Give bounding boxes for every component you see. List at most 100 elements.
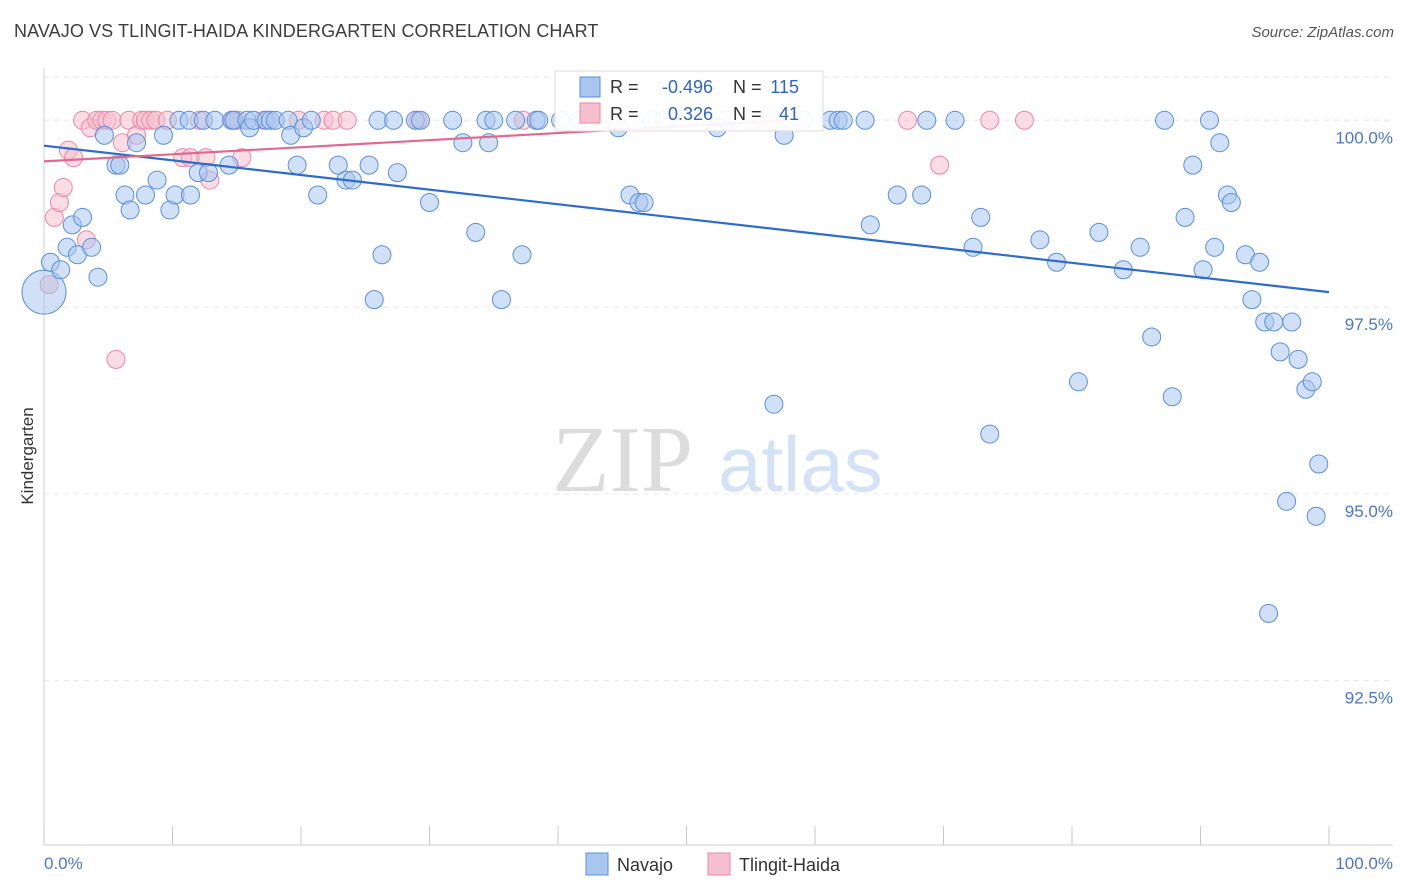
navajo-point-0 [21,269,67,315]
navajo-point-115 [1277,491,1297,511]
navajo-point-85 [912,185,932,205]
navajo-point-13 [120,200,140,220]
navajo-point-60 [491,290,511,310]
navajo-point-101 [1183,155,1203,175]
navajo-point-84 [887,185,907,205]
navajo-point-46 [364,290,384,310]
navajo-point-97 [1142,327,1162,347]
navajo-point-62 [512,245,532,265]
navajo-point-45 [359,155,379,175]
tlingit-r-value: 0.326 [668,104,713,124]
navajo-point-105 [1210,133,1230,153]
navajo-point-110 [1250,252,1270,272]
tlingit-haida-point-3 [53,178,73,198]
navajo-point-119 [1302,372,1322,392]
navajo-points [21,110,1329,623]
navajo-legend-swatch [579,76,601,98]
stats-legend: R = -0.496 N = 115 R = 0.326 N = 41 [554,70,824,132]
tlingit-haida-point-42 [1014,110,1034,130]
navajo-point-8 [88,267,108,287]
navajo-point-50 [387,163,407,183]
navajo-point-56 [466,222,486,242]
y-tick-label-2: 95.0% [1345,502,1393,521]
navajo-point-120 [1306,506,1326,526]
navajo-point-89 [971,207,991,227]
navajo-point-86 [917,110,937,130]
navajo-point-16 [147,170,167,190]
tlingit-n-label: N = [733,104,762,124]
tlingit-legend-swatch [579,102,601,124]
navajo-point-90 [980,424,1000,444]
navajo-series-label: Navajo [617,855,673,875]
navajo-point-59 [484,110,504,130]
x-tick-label-left: 0.0% [44,854,83,873]
navajo-point-26 [205,110,225,130]
tlingit-r-label: R = [610,104,639,124]
trend-lines [43,119,1330,294]
navajo-point-91 [1030,230,1050,250]
x-tick-label-right: 100.0% [1335,854,1393,873]
navajo-n-label: N = [733,77,762,97]
navajo-point-2 [51,260,71,280]
tlingit-haida-point-5 [64,148,84,168]
navajo-point-114 [1270,342,1290,362]
navajo-point-116 [1282,312,1302,332]
navajo-point-6 [73,207,93,227]
y-tick-labels: 100.0% 97.5% 95.0% 92.5% [1335,128,1393,707]
navajo-point-87 [945,110,965,130]
navajo-point-61 [506,110,526,130]
navajo-point-99 [1162,387,1182,407]
navajo-point-53 [420,192,439,212]
y-tick-label-3: 92.5% [1345,689,1393,708]
navajo-point-109 [1242,290,1262,310]
navajo-point-55 [453,133,473,153]
tlingit-haida-point-13 [106,349,126,369]
navajo-point-7 [82,237,102,257]
navajo-point-17 [154,125,174,145]
navajo-point-98 [1155,110,1175,130]
watermark-atlas: atlas [718,420,883,508]
tlingit-haida-point-41 [980,110,1000,130]
navajo-point-41 [308,185,328,205]
tlingit-haida-point-40 [930,155,950,175]
navajo-point-48 [372,245,392,265]
tlingit-haida-points [39,110,1034,369]
navajo-point-81 [833,110,853,130]
navajo-trend-line [43,144,1330,294]
navajo-point-54 [443,110,463,130]
navajo-point-14 [127,133,147,153]
navajo-point-38 [287,155,307,175]
navajo-point-104 [1205,237,1225,257]
navajo-point-88 [963,237,983,257]
navajo-point-15 [136,185,156,205]
navajo-point-94 [1089,222,1109,242]
navajo-r-label: R = [610,77,639,97]
navajo-point-64 [529,110,549,130]
tlingit-n-value: 41 [779,104,799,124]
navajo-point-117 [1288,349,1308,369]
navajo-point-113 [1264,312,1284,332]
y-axis-label: Kindergarten [18,407,37,504]
tlingit-haida-point-39 [898,110,918,130]
navajo-point-83 [860,215,880,235]
navajo-point-9 [94,125,114,145]
tlingit-haida-point-34 [337,110,357,130]
navajo-n-value: 115 [770,77,799,97]
watermark: ZIP atlas [552,408,883,512]
navajo-point-82 [855,110,875,130]
navajo-point-40 [301,110,321,130]
watermark-zip: ZIP [552,408,693,512]
series-legend: Navajo Tlingit-Haida [585,852,841,876]
tlingit-series-label: Tlingit-Haida [739,855,841,875]
tlingit-series-swatch [707,852,731,876]
navajo-point-52 [411,110,431,130]
navajo-point-70 [634,192,654,212]
navajo-point-11 [110,155,130,175]
navajo-point-107 [1221,192,1241,212]
navajo-point-103 [1199,110,1219,130]
chart-title: NAVAJO VS TLINGIT-HAIDA KINDERGARTEN COR… [14,21,599,41]
navajo-point-42 [328,155,348,175]
y-tick-label-1: 97.5% [1345,315,1393,334]
axes [43,68,1393,846]
navajo-point-25 [198,163,218,183]
